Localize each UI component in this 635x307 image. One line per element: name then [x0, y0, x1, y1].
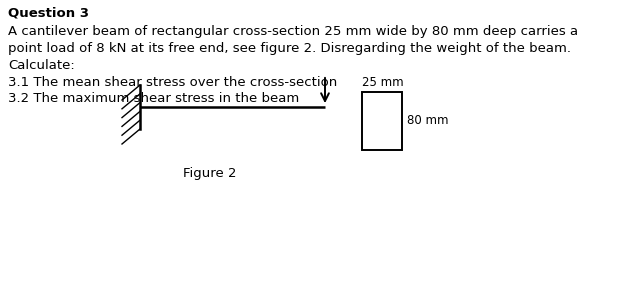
Text: 3.1 The mean shear stress over the cross-section: 3.1 The mean shear stress over the cross…: [8, 76, 337, 89]
Text: 3.2 The maximum shear stress in the beam: 3.2 The maximum shear stress in the beam: [8, 92, 299, 105]
Bar: [362, 92, 402, 150]
Text: 80 mm: 80 mm: [407, 115, 448, 127]
Text: Question 3: Question 3: [8, 7, 89, 20]
Text: A cantilever beam of rectangular cross-section 25 mm wide by 80 mm deep carries : A cantilever beam of rectangular cross-s…: [8, 25, 578, 38]
Text: point load of 8 kN at its free end, see figure 2. Disregarding the weight of the: point load of 8 kN at its free end, see …: [8, 42, 571, 55]
Text: Calculate:: Calculate:: [8, 59, 75, 72]
Text: 25 mm: 25 mm: [362, 76, 404, 89]
Text: Figure 2: Figure 2: [184, 167, 237, 180]
